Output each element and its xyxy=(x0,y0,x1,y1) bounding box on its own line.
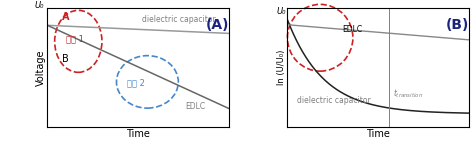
Text: dielectric capacitor: dielectric capacitor xyxy=(142,15,216,24)
Text: U₀: U₀ xyxy=(276,7,286,16)
Text: U₀: U₀ xyxy=(34,1,44,10)
Text: $t_{transition}$: $t_{transition}$ xyxy=(393,87,423,100)
Y-axis label: Voltage: Voltage xyxy=(36,49,46,86)
Text: 구간 2: 구간 2 xyxy=(128,78,146,87)
Text: (A): (A) xyxy=(206,18,229,32)
Text: A: A xyxy=(62,12,70,22)
Text: EDLC: EDLC xyxy=(342,25,362,34)
Text: (B): (B) xyxy=(446,18,469,32)
Text: 구간 1: 구간 1 xyxy=(65,34,83,43)
X-axis label: Time: Time xyxy=(127,129,150,139)
Text: EDLC: EDLC xyxy=(186,102,206,111)
Text: dielectric capacitor: dielectric capacitor xyxy=(297,96,370,105)
Y-axis label: ln (U/U₀): ln (U/U₀) xyxy=(277,50,286,85)
Text: B: B xyxy=(62,54,69,64)
X-axis label: Time: Time xyxy=(366,129,390,139)
